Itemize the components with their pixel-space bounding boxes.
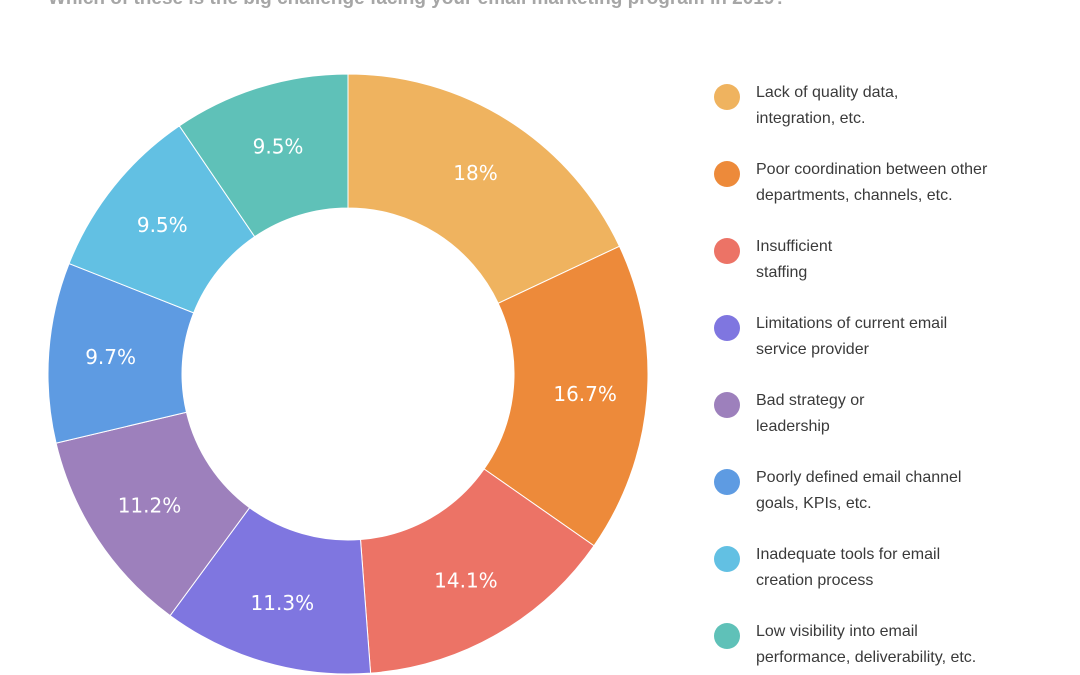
slice-insufficient-staffing — [359, 468, 595, 674]
legend-label: Low visibility into email performance, d… — [756, 623, 977, 666]
legend-label: Inadequate tools for email creation proc… — [756, 546, 941, 589]
chart-title: Which of these is the big challenge faci… — [48, 0, 1068, 16]
legend-item-insufficient-staffing: Insufficient staffing — [712, 234, 1072, 290]
donut-chart: 18% 16.7% 14.1% 11.3% 11.2% 9.7% 9.5% 9.5% — [47, 73, 649, 675]
slice-data-label: 16.7% — [553, 382, 617, 406]
legend-item-low-visibility: Low visibility into email performance, d… — [712, 619, 1072, 675]
legend-swatch — [714, 238, 740, 264]
legend-label: Bad strategy or leadership — [756, 392, 865, 435]
legend-swatch — [714, 546, 740, 572]
slice-lack-of-quality-data-integration-etc — [347, 73, 621, 304]
slice-data-label: 14.1% — [434, 569, 498, 593]
legend-swatch — [714, 161, 740, 187]
slice-data-label: 9.5% — [253, 135, 304, 159]
slice-low-visibility-into-email-performance-de — [178, 73, 349, 238]
legend-label: Poorly defined email channel goals, KPIs… — [756, 469, 962, 512]
legend-swatch — [714, 469, 740, 495]
legend-label: Poor coordination between other departme… — [756, 161, 988, 204]
slice-data-label: 18% — [453, 161, 497, 185]
slice-data-label: 9.5% — [137, 213, 188, 237]
slice-data-label: 9.7% — [85, 345, 136, 369]
legend-swatch — [714, 315, 740, 341]
slice-data-label: 11.2% — [118, 493, 182, 517]
legend-swatch — [714, 623, 740, 649]
legend-item-poorly-defined-goals: Poorly defined email channel goals, KPIs… — [712, 465, 1072, 521]
legend-swatch — [714, 84, 740, 110]
slice-data-label: 11.3% — [251, 591, 315, 615]
legend-item-bad-strategy: Bad strategy or leadership — [712, 388, 1072, 444]
legend-item-poor-coordination: Poor coordination between other departme… — [712, 157, 1072, 213]
legend-label: Lack of quality data, integration, etc. — [756, 84, 899, 127]
legend-item-esp-limitations: Limitations of current email service pro… — [712, 311, 1072, 367]
legend-item-inadequate-tools: Inadequate tools for email creation proc… — [712, 542, 1072, 598]
legend-item-quality-data: Lack of quality data, integration, etc. — [712, 80, 1072, 136]
legend-swatch — [714, 392, 740, 418]
legend-label: Limitations of current email service pro… — [756, 315, 948, 358]
legend-label: Insufficient staffing — [756, 238, 833, 281]
slice-poor-coordination-between-other-departme — [483, 245, 649, 547]
